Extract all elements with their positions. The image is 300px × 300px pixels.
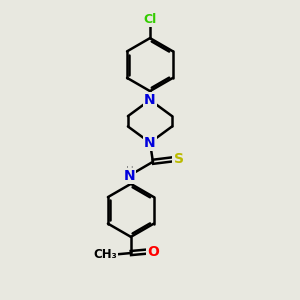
Text: N: N xyxy=(144,136,156,150)
Text: N: N xyxy=(124,169,135,183)
Text: N: N xyxy=(144,93,156,107)
Text: H: H xyxy=(126,166,134,176)
Text: O: O xyxy=(148,244,160,259)
Text: S: S xyxy=(174,152,184,167)
Text: Cl: Cl xyxy=(143,13,157,26)
Text: CH₃: CH₃ xyxy=(93,248,117,261)
